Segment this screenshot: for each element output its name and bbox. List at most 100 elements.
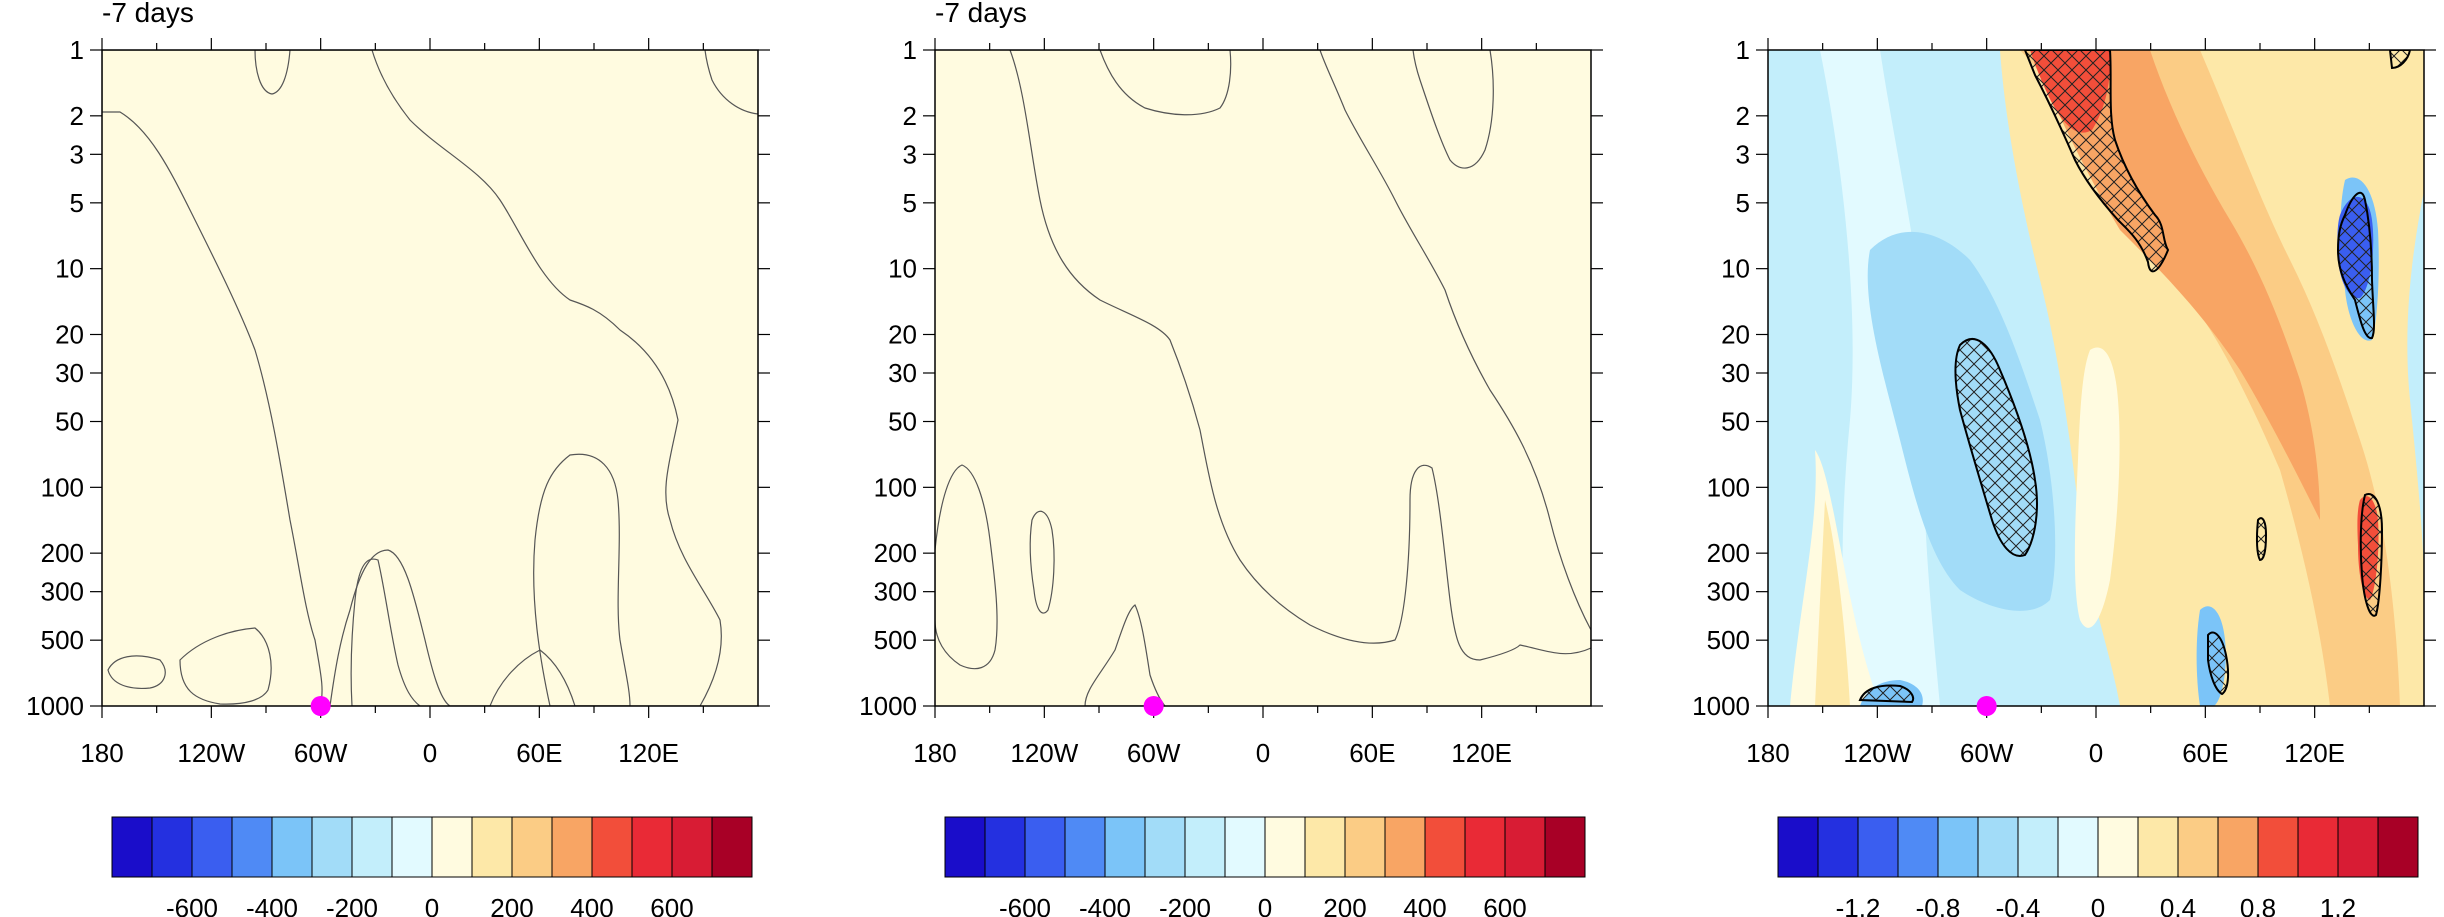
y-tick-label: 30 — [1721, 358, 1750, 388]
colorbar-label: -600 — [999, 893, 1051, 917]
x-tick-label: 0 — [2089, 738, 2103, 768]
y-tick-label: 20 — [888, 319, 917, 349]
colorbar-swatch — [151, 816, 193, 878]
colorbar-swatch — [2257, 816, 2299, 878]
y-tick-label: 50 — [55, 407, 84, 437]
panel-1-positive-region-b — [350, 558, 421, 706]
panel-1-colorbar: -600 -400 -200 0 200 400 600 — [111, 816, 753, 917]
y-tick-label: 500 — [41, 625, 84, 655]
colorbar-swatch — [1937, 816, 1979, 878]
colorbar-swatch — [2057, 816, 2099, 878]
y-tick-label: 20 — [55, 319, 84, 349]
colorbar-swatch — [1544, 816, 1586, 878]
colorbar-label: -0.8 — [1916, 893, 1961, 917]
panel-1-field — [102, 50, 758, 706]
y-tick-label: 1000 — [1692, 691, 1750, 721]
x-tick-label: 60E — [1349, 738, 1395, 768]
colorbar-swatch — [2137, 816, 2179, 878]
panel-2-negative-blob-mid — [1029, 510, 1055, 614]
panel-3-hatch-red — [2023, 50, 2170, 273]
panel-3-hatch-east-blue — [2336, 191, 2376, 340]
y-tick-label: 3 — [70, 139, 84, 169]
colorbar-swatch — [1857, 816, 1899, 878]
colorbar-label: -400 — [246, 893, 298, 917]
x-tick-label: 60W — [1127, 738, 1181, 768]
panel-1-negative-blob-left — [107, 655, 166, 690]
colorbar-label: 0 — [1258, 893, 1272, 917]
panel-1-negative-blob-right — [704, 50, 758, 115]
panel-3-hatch-east-red — [2359, 493, 2384, 617]
colorbar-swatch — [2217, 816, 2259, 878]
panel-3-band-orange — [2020, 50, 2400, 706]
colorbar-swatch — [271, 816, 313, 878]
colorbar-swatch — [1064, 816, 1106, 878]
y-tick-label: 10 — [888, 254, 917, 284]
colorbar-label: -200 — [1159, 893, 1211, 917]
y-tick-label: 5 — [1736, 188, 1750, 218]
colorbar-label: -0.4 — [1996, 893, 2041, 917]
y-tick-label: 1 — [70, 35, 84, 65]
panel-3: 1 2 3 5 10 20 30 50 100 200 300 500 1000 180 120W 60W 0 6… — [1692, 35, 2436, 917]
colorbar-swatch — [1224, 816, 1266, 878]
y-tick-label: 200 — [41, 538, 84, 568]
colorbar-swatch — [431, 816, 473, 878]
colorbar-swatch — [1424, 816, 1466, 878]
panel-2-colorbar: -600 -400 -200 0 200 400 600 — [944, 816, 1586, 917]
panel-3-hatch-deep-blue — [1954, 338, 2038, 557]
panel-3-axes: 1 2 3 5 10 20 30 50 100 200 300 500 1000 180 120W 60W 0 6… — [1692, 35, 2436, 768]
panel-1-negative-blob-lower — [179, 627, 272, 705]
y-tick-label: 200 — [1707, 538, 1750, 568]
colorbar-swatch — [1264, 816, 1306, 878]
colorbar-swatch — [111, 816, 153, 878]
y-tick-label: 1000 — [26, 691, 84, 721]
colorbar-swatch — [551, 816, 593, 878]
colorbar-swatch — [2377, 816, 2419, 878]
y-tick-label: 10 — [55, 254, 84, 284]
colorbar-label: 400 — [1403, 893, 1446, 917]
colorbar-swatch — [1344, 816, 1386, 878]
location-marker — [1143, 696, 1164, 716]
y-tick-label: 100 — [874, 472, 917, 502]
colorbar-swatch — [1184, 816, 1226, 878]
x-tick-label: 0 — [1256, 738, 1270, 768]
y-tick-label: 300 — [41, 577, 84, 607]
colorbar-label: 600 — [1483, 893, 1526, 917]
panel-1-axes: 1 2 3 5 10 20 30 50 100 200 300 500 1000 180 120W 60W 0 6… — [26, 35, 770, 768]
colorbar-swatch — [1024, 816, 1066, 878]
y-tick-label: 3 — [1736, 139, 1750, 169]
y-tick-label: 5 — [903, 188, 917, 218]
colorbar-swatch — [511, 816, 553, 878]
colorbar-swatch — [191, 816, 233, 878]
x-tick-label: 60E — [516, 738, 562, 768]
y-tick-label: 10 — [1721, 254, 1750, 284]
y-tick-label: 1 — [1736, 35, 1750, 65]
colorbar-swatch — [711, 816, 753, 878]
colorbar-swatch — [311, 816, 353, 878]
colorbar-swatch — [1977, 816, 2019, 878]
panel-2-field — [935, 50, 1591, 706]
colorbar-swatch — [1144, 816, 1186, 878]
y-tick-label: 5 — [70, 188, 84, 218]
colorbar-swatch — [351, 816, 393, 878]
colorbar-swatch — [2297, 816, 2339, 878]
colorbar-swatch — [591, 816, 633, 878]
y-tick-label: 2 — [70, 101, 84, 131]
x-tick-label: 120E — [2284, 738, 2345, 768]
panel-3-hatch-small — [2255, 517, 2268, 562]
panel-3-hatch-mid-blue — [2207, 631, 2230, 696]
panel-2-negative-blob-top — [1099, 50, 1232, 116]
panel-1-positive-region-a — [533, 453, 631, 706]
panel-1-background-fill — [102, 50, 758, 706]
panel-2-axes: 1 2 3 5 10 20 30 50 100 200 300 500 1000 180 120W 60W 0 6… — [859, 35, 1603, 768]
x-tick-label: 180 — [913, 738, 956, 768]
y-tick-label: 200 — [874, 538, 917, 568]
x-tick-label: 120E — [1451, 738, 1512, 768]
panel-3-band-orange-west — [1815, 500, 1850, 706]
colorbar-swatch — [671, 816, 713, 878]
x-tick-label: 60E — [2182, 738, 2228, 768]
x-tick-label: 60W — [294, 738, 348, 768]
panel-1-negative-blob-top — [254, 50, 291, 95]
x-tick-label: 180 — [1746, 738, 1789, 768]
colorbar-swatch — [2177, 816, 2219, 878]
